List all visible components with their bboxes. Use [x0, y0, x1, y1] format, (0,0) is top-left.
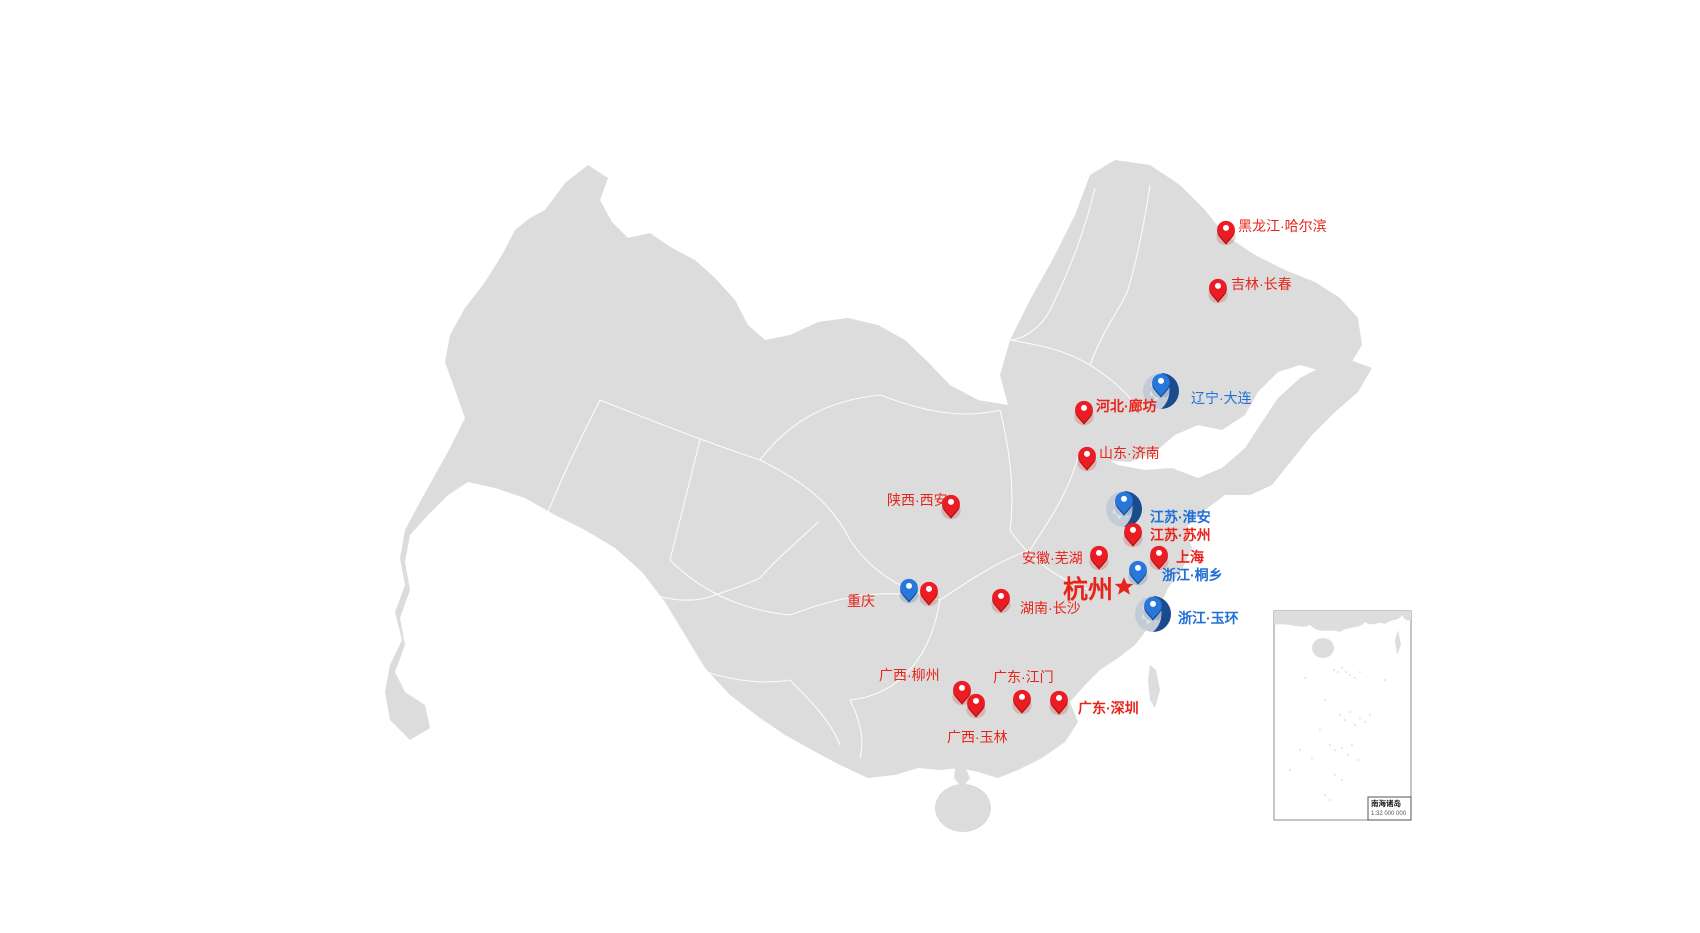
svg-text:南海诸岛: 南海诸岛	[1371, 798, 1401, 808]
svg-text:1:32 000 000: 1:32 000 000	[1371, 811, 1407, 817]
